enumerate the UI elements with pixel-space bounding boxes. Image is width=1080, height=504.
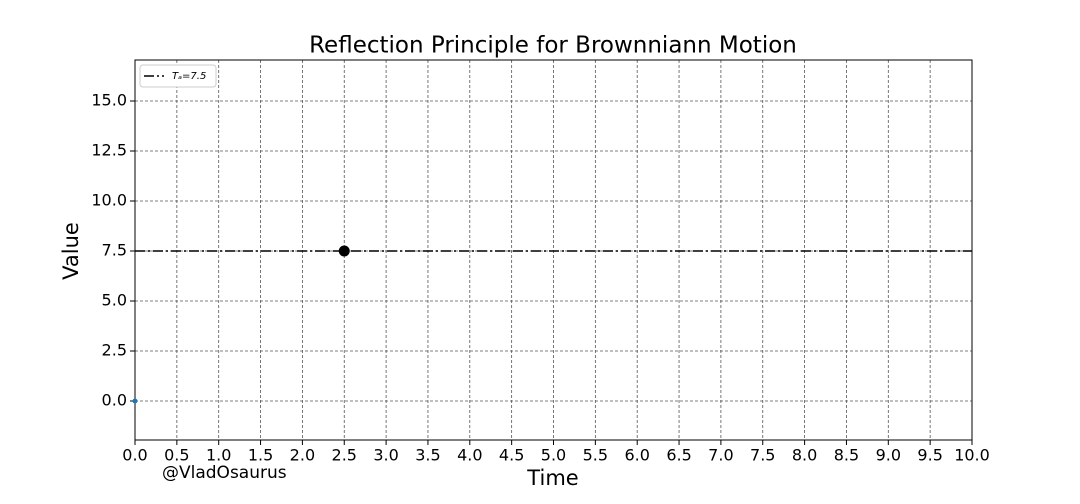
x-tick-label: 4.0 [457,446,482,465]
point [132,398,138,404]
x-tick-label: 8.5 [834,446,859,465]
y-tick-label: 15.0 [91,91,127,110]
x-tick-label: 7.0 [708,446,733,465]
point [338,245,350,257]
x-tick-label: 7.5 [750,446,775,465]
x-axis-label: Time [526,466,578,490]
x-tick-label: 2.0 [290,446,315,465]
x-tick-label: 1.5 [248,446,273,465]
x-tick-label: 2.5 [332,446,357,465]
x-tick-label: 5.5 [583,446,608,465]
x-tick-label: 8.0 [792,446,817,465]
legend-box [139,64,217,88]
y-tick-label: 0.0 [102,391,127,410]
x-tick-label: 3.5 [415,446,440,465]
y-tick-label: 7.5 [102,241,127,260]
y-tick-label: 5.0 [102,291,127,310]
x-tick-label: 1.0 [206,446,231,465]
x-tick-label: 0.5 [164,446,189,465]
legend-label: Tₐ=7.5 [172,71,206,82]
x-tick-label: 6.5 [666,446,691,465]
x-tick-label: 4.5 [499,446,524,465]
x-tick-label: 10.0 [954,446,990,465]
plot-frame [134,59,973,441]
x-tick-label: 6.0 [624,446,649,465]
x-tick-label: 9.5 [917,446,942,465]
y-axis-label: Value [59,222,83,280]
y-tick-label: 12.5 [91,141,127,160]
watermark: @VladOsaurus [162,463,287,483]
x-tick-label: 3.0 [373,446,398,465]
chart-title: Reflection Principle for Brownniann Moti… [309,33,797,59]
x-tick-label: 5.0 [541,446,566,465]
y-tick-label: 10.0 [91,191,127,210]
x-tick-label: 0.0 [122,446,147,465]
y-tick-label: 2.5 [102,341,127,360]
x-tick-label: 9.0 [876,446,901,465]
